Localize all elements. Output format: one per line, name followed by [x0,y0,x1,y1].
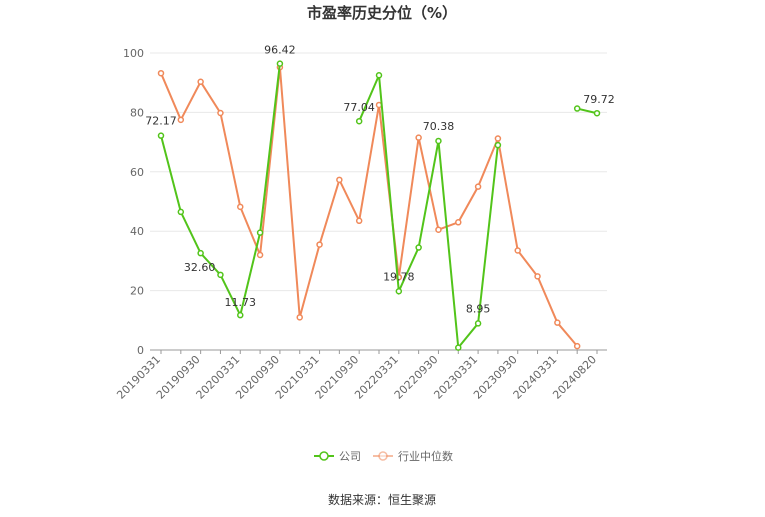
data-point[interactable] [197,78,204,86]
y-tick-label: 80 [130,106,144,119]
data-point[interactable] [375,72,383,79]
data-label: 70.38 [423,120,455,133]
data-point[interactable] [256,229,264,236]
data-point[interactable] [256,251,264,259]
legend-marker [319,451,329,461]
data-point[interactable] [276,60,284,67]
data-point[interactable] [415,244,422,251]
data-label: 11.73 [225,296,257,309]
data-point[interactable] [177,208,185,216]
x-tick-label: 20240820 [550,353,599,402]
data-label: 77.04 [343,101,375,114]
data-point[interactable] [435,137,442,145]
y-tick-label: 40 [130,225,144,238]
data-point[interactable] [355,117,363,125]
series-company [157,60,601,351]
grid-lines [150,52,607,292]
data-point[interactable] [237,311,244,319]
data-label: 32.60 [184,261,216,274]
data-point[interactable] [157,69,165,77]
series-line [358,74,499,351]
data-point[interactable] [455,219,462,226]
data-point[interactable] [415,134,422,141]
legend-marker [378,451,388,461]
data-point[interactable] [197,249,204,257]
data-point[interactable] [395,288,403,295]
data-labels: 72.17 32.60 11.73 96.42 77.04 19.78 70.38 8.95 7… [145,44,615,316]
data-point[interactable] [355,217,363,225]
y-tick-label: 20 [130,285,144,298]
data-label: 72.17 [145,115,177,128]
data-point[interactable] [494,135,502,142]
data-point[interactable] [455,344,462,351]
data-point[interactable] [157,132,165,139]
series-line [160,67,578,347]
data-point[interactable] [554,319,561,326]
legend-item-industry-median[interactable]: 行业中位数 [373,449,453,463]
y-tick-label: 100 [123,47,144,60]
data-point[interactable] [474,183,482,190]
data-label: 19.78 [383,270,415,283]
data-source: 数据来源：恒生聚源 [328,492,436,507]
legend-label: 行业中位数 [398,449,453,463]
data-point[interactable] [494,141,502,149]
data-point[interactable] [514,247,521,254]
data-label: 79.72 [583,93,615,106]
data-point[interactable] [573,342,581,350]
data-point[interactable] [316,241,323,248]
chart-title: 市盈率历史分位（%） [307,4,457,22]
legend-item-company[interactable]: 公司 [314,450,361,463]
data-point[interactable] [296,314,303,321]
series-line [576,107,598,115]
data-point[interactable] [593,109,601,117]
series-layer [157,60,601,351]
data-point[interactable] [217,271,224,279]
y-axis: 0 20 40 60 80 100 [123,47,144,357]
y-tick-label: 0 [137,344,144,357]
data-point[interactable] [336,176,343,184]
data-point[interactable] [217,109,224,117]
data-point[interactable] [534,273,541,280]
data-point[interactable] [435,226,442,233]
data-point[interactable] [177,116,185,124]
data-point[interactable] [474,320,482,327]
y-tick-label: 60 [130,166,144,179]
data-label: 96.42 [264,44,296,57]
x-axis: 2019033120190930202003312020093020210331… [114,349,607,402]
data-label: 8.95 [466,302,491,315]
data-point[interactable] [573,105,581,112]
legend[interactable]: 公司 行业中位数 [314,449,453,463]
data-point[interactable] [237,203,244,211]
legend-label: 公司 [339,450,361,463]
